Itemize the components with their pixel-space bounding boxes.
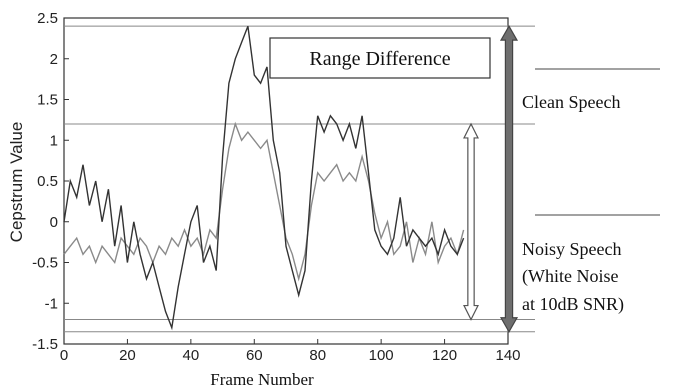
x-axis-label: Frame Number — [210, 370, 314, 389]
range-difference-label: Range Difference — [309, 48, 450, 70]
ticks-layer: 0 20 40 60 80 100 120 140 -1.5 -1 -0.5 0 0.5 1 1.5 2 2.5 — [32, 10, 520, 364]
y-tick-label-3: 0 — [50, 214, 58, 231]
x-tick-label-2: 40 — [183, 347, 200, 364]
series-line-0 — [63, 25, 465, 331]
clean-range-arrow — [499, 24, 519, 333]
y-tick-label-5: 1 — [50, 132, 58, 149]
y-axis-label: Cepstrum Value — [7, 122, 26, 243]
x-tick-label-4: 80 — [309, 347, 326, 364]
noisy-speech-label: Noisy Speech — [522, 239, 621, 259]
noisy-speech-subtitle-1: (White Noise — [522, 266, 618, 287]
x-tick-label-1: 20 — [119, 347, 136, 364]
y-tick-label-0: -1.5 — [32, 336, 58, 353]
y-tick-label-6: 1.5 — [37, 92, 58, 109]
noisy-range-arrow — [463, 122, 479, 321]
x-tick-label-5: 100 — [369, 347, 394, 364]
y-tick-label-7: 2 — [50, 51, 58, 68]
y-tick-label-1: -1 — [45, 295, 58, 312]
reference-lines — [64, 25, 535, 333]
y-tick-label-8: 2.5 — [37, 10, 58, 27]
x-tick-label-6: 120 — [432, 347, 457, 364]
x-tick-label-0: 0 — [60, 347, 68, 364]
range-difference-box — [269, 37, 491, 79]
x-tick-label-7: 140 — [495, 347, 520, 364]
y-tick-label-4: 0.5 — [37, 173, 58, 190]
clean-speech-label: Clean Speech — [522, 92, 620, 112]
y-tick-label-2: -0.5 — [32, 255, 58, 272]
noisy-speech-subtitle-2: at 10dB SNR) — [522, 294, 624, 315]
range-arrows — [463, 24, 519, 333]
x-tick-label-3: 60 — [246, 347, 263, 364]
series-line-1 — [63, 121, 465, 282]
series-layer — [63, 25, 465, 331]
